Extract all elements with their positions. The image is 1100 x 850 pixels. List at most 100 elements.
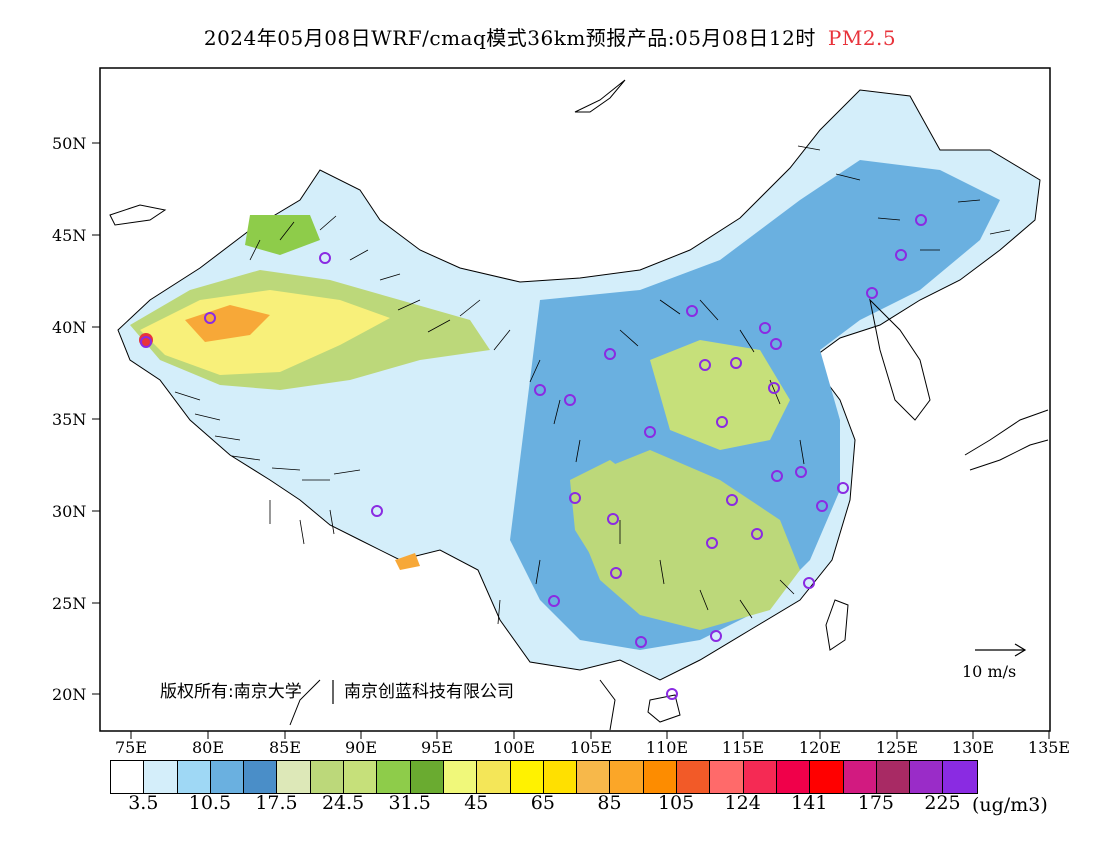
station-marker (768, 382, 780, 394)
map-title: 2024年05月08日WRF/cmaq模式36km预报产品:05月08日12时 P… (0, 22, 1100, 51)
lon-label: 105E (570, 738, 612, 757)
station-marker (706, 537, 718, 549)
legend-swatch (943, 761, 977, 793)
station-marker (140, 336, 152, 348)
north-plain-green (650, 340, 790, 450)
legend-swatch (743, 761, 777, 793)
station-marker (866, 287, 878, 299)
indochina-outline (289, 679, 616, 731)
station-marker (726, 494, 738, 506)
station-marker (895, 249, 907, 261)
station-marker (548, 595, 560, 607)
wind-scale-arrowhead (1014, 643, 1027, 657)
lon-label: 130E (952, 738, 994, 757)
wind-vector (797, 145, 1011, 251)
legend-swatch (643, 761, 678, 793)
legend-label: 3.5 (128, 792, 159, 814)
legend-swatch (677, 761, 711, 793)
station-marker (635, 636, 647, 648)
lon-label: 135E (1028, 738, 1070, 757)
lon-label: 95E (421, 738, 453, 757)
lat-labels: 50N 45N 40N 35N 30N 25N 20N (52, 134, 86, 704)
station-marker (534, 384, 546, 396)
lon-label: 120E (799, 738, 841, 757)
wind-vector (249, 215, 401, 545)
tibet-south-hotspot (395, 553, 420, 570)
station-marker (759, 322, 771, 334)
lon-label: 110E (646, 738, 688, 757)
station-marker (803, 577, 815, 589)
legend-label: 141 (791, 792, 828, 814)
kazakh-lake-outline (109, 204, 167, 226)
title-main: 2024年05月08日WRF/cmaq模式36km预报产品:05月08日12时 (203, 26, 816, 50)
station-marker (816, 500, 828, 512)
legend-label: 105 (657, 792, 695, 814)
wind-vector (619, 299, 805, 465)
station-marker (915, 214, 927, 226)
legend-swatch (477, 761, 511, 793)
korea-outline (869, 298, 931, 421)
legend-label: 24.5 (321, 792, 365, 814)
legend-swatch (543, 761, 578, 793)
title-pollutant: PM2.5 (827, 26, 897, 50)
wind-vector (397, 299, 581, 463)
legend-swatch (111, 761, 145, 793)
legend-swatch (410, 761, 444, 793)
station-marker (770, 338, 782, 350)
legend-swatch (144, 761, 178, 793)
legend-swatch (344, 761, 378, 793)
legend-swatch (377, 761, 411, 793)
station-marker (716, 416, 728, 428)
kashgar-hotspot (139, 333, 153, 347)
legend-label: 175 (857, 792, 895, 814)
wind-vectors (174, 145, 1011, 625)
station-marker (730, 357, 742, 369)
legend-label: 45 (464, 792, 489, 814)
taiwan-outline (825, 599, 849, 651)
lon-label: 100E (493, 738, 535, 757)
legend-swatch (776, 761, 811, 793)
lat-label: 20N (52, 685, 86, 704)
station-markers (140, 214, 927, 700)
concentration-field (117, 89, 1041, 681)
legend-label: 17.5 (255, 792, 298, 814)
lon-labels: 75E 80E 85E 90E 95E 100E 105E 110E 115E … (115, 738, 1070, 757)
tarim-yellow-core (140, 290, 390, 375)
lake-baikal-outline (574, 79, 626, 113)
legend-swatch (610, 761, 644, 793)
station-marker (604, 348, 616, 360)
legend-labels: 3.5 10.5 17.5 24.5 31.5 45 65 85 105 124 141 175 225 (0, 792, 1100, 822)
station-marker (795, 466, 807, 478)
station-marker (666, 688, 678, 700)
lat-label: 50N (52, 134, 86, 153)
copyright-left: 版权所有:南京大学 (160, 682, 302, 702)
station-marker (569, 492, 581, 504)
legend-label: 225 (924, 792, 961, 814)
station-marker (837, 482, 849, 494)
station-marker (710, 630, 722, 642)
legend-swatch (443, 761, 478, 793)
copyright: 版权所有:南京大学 南京创蓝科技有限公司 (160, 680, 514, 704)
legend-swatch (710, 761, 744, 793)
lat-ticks (92, 142, 100, 695)
lon-label: 75E (115, 738, 147, 757)
station-marker (699, 359, 711, 371)
legend-unit: (ug/m3) (972, 794, 1048, 816)
legend-swatch (244, 761, 278, 793)
legend-swatch (876, 761, 911, 793)
legend-swatch (510, 761, 544, 793)
station-marker (610, 567, 622, 579)
lat-label: 40N (52, 318, 86, 337)
legend-swatch (843, 761, 877, 793)
wind-vector (174, 391, 361, 481)
station-marker (564, 394, 576, 406)
color-legend (110, 760, 978, 794)
legend-label: 85 (597, 792, 622, 814)
station-marker (686, 305, 698, 317)
legend-swatch (810, 761, 844, 793)
legend-swatch (277, 761, 311, 793)
legend-label: 31.5 (388, 792, 431, 814)
station-marker (319, 252, 331, 264)
legend-label: 65 (530, 792, 555, 814)
